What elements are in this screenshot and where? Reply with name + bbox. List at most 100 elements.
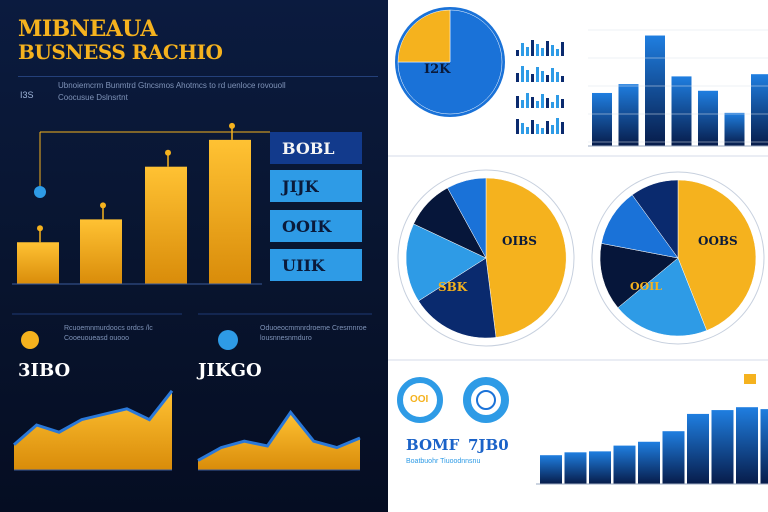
mini-bar [531, 74, 534, 82]
area-chart-left-fill [14, 390, 172, 470]
pie-3-slice [631, 179, 679, 259]
blue-bar [592, 92, 612, 146]
bottom-left-number: 3IBO [18, 360, 71, 381]
mini-bar [546, 75, 549, 82]
mini-bar [551, 68, 554, 82]
blue-bar-bottom [662, 431, 685, 484]
gold-marker [744, 374, 756, 384]
mini-bar [551, 125, 554, 134]
header-tag: I3S [20, 90, 34, 100]
mini-bar [531, 97, 534, 108]
area-chart-right-line [197, 409, 361, 462]
blue-bar [724, 112, 745, 146]
blue-bar-bottom [540, 455, 562, 484]
stat-box-1: BOBL [270, 132, 362, 164]
blue-bar-bottom [687, 413, 709, 484]
pie1-label: I2K [424, 62, 451, 77]
pie3-sublabel: OOIL [630, 280, 663, 293]
stat-box-4: UIIK [270, 249, 362, 281]
bottom-left-caption: Rcuoemnmurdoocs ordcs /lc Cooeuoueasd ou… [64, 325, 153, 342]
bottom-right-number: JIKGO [198, 360, 262, 381]
blue-bar [645, 35, 665, 146]
stat-box-2: JIJK [270, 170, 362, 202]
title-divider [18, 76, 378, 77]
pie-2-ring [397, 169, 575, 347]
pie-2-slice [418, 257, 497, 339]
donut-badge-1 [397, 377, 443, 423]
main-title-line-2: BUSNESS RACHIO [18, 40, 223, 64]
blue-bar-bottom [564, 452, 587, 484]
mini-bar [521, 66, 524, 82]
mini-bar [556, 95, 559, 108]
mini-bar [551, 102, 554, 108]
bar-pin-dot [165, 149, 171, 156]
gold-bar [209, 139, 251, 284]
mini-bar [541, 128, 544, 134]
stat-box-3: OOIK [270, 210, 362, 242]
mini-bar [556, 49, 559, 56]
header-subtext: Ubnoiemcrm Bunmtrd Gtncsmos Ahotmcs to r… [58, 81, 286, 102]
badge-label: OOI [410, 394, 429, 405]
area-chart-right-fill [198, 412, 360, 470]
mini-bar [516, 50, 519, 56]
gold-bar [17, 242, 59, 284]
pie-2-slice [405, 223, 487, 302]
mini-bar [536, 67, 539, 82]
pie-3-slice [599, 243, 679, 309]
area-chart-left-line [13, 389, 174, 446]
blue-bar [751, 74, 768, 146]
mini-bar [526, 93, 529, 108]
pie2-sublabel: SBK [438, 280, 468, 294]
donut-badge-2 [463, 377, 509, 423]
mini-bar [521, 100, 524, 108]
left-charts-canvas [12, 122, 372, 471]
light-panel: I2K OIBS SBK OOBS OOIL OOI BOMF 7JB0 Boa… [388, 0, 768, 512]
main-title-line-1: MIBNEAUA [18, 16, 157, 42]
pie-2-slice [447, 177, 487, 259]
mini-bar [546, 41, 549, 56]
blue-bar [698, 90, 718, 146]
right-charts-canvas [388, 7, 768, 485]
pie-1-slice [397, 9, 503, 115]
mini-bar [561, 76, 564, 82]
mini-bar [521, 123, 524, 134]
mini-bar [526, 70, 529, 82]
mini-bar [536, 101, 539, 108]
pie-3-slice [677, 179, 757, 331]
gold-bar [80, 219, 122, 284]
bottom-right-caption: Oduoeocmmnrdroeme Cresmnroe lousnnesnmdu… [260, 325, 367, 342]
dark-panel: MIBNEAUA BUSNESS RACHIO I3S Ubnoiemcrm B… [0, 0, 388, 512]
pie-1-slice [397, 9, 451, 63]
mini-bar [546, 98, 549, 108]
pie3-label: OOBS [698, 234, 738, 248]
mini-bar [536, 124, 539, 134]
pie-3-slice [617, 257, 708, 337]
mini-bar [561, 122, 564, 134]
blue-bar-bottom [711, 410, 734, 484]
right-legend-text: Boatbuohr Tiuoodnnsnu [406, 458, 481, 465]
blue-bar-bottom [638, 441, 660, 484]
mini-bar [531, 120, 534, 134]
mini-bar [541, 94, 544, 108]
mini-bar [546, 121, 549, 134]
blue-bar-bottom [736, 407, 758, 484]
mini-bar [516, 73, 519, 82]
pie-3-ring [591, 171, 765, 345]
mini-bar [561, 99, 564, 108]
mini-bar [541, 48, 544, 56]
pie-2-slice [485, 177, 567, 338]
mini-bar [551, 45, 554, 56]
mini-bar [556, 72, 559, 82]
gold-bar [145, 166, 187, 284]
mini-bar [516, 96, 519, 108]
mini-bar [536, 44, 539, 56]
bar-pin-dot [100, 202, 106, 209]
mini-bar [556, 118, 559, 134]
donut-badge-2-core [476, 390, 496, 410]
gold-coin-icon [21, 331, 39, 349]
right-number-2: 7JB0 [468, 436, 509, 454]
right-number-1: BOMF [406, 436, 460, 454]
mini-bar [541, 71, 544, 82]
blue-bar-bottom [760, 409, 768, 484]
bar-pin-dot [229, 122, 235, 129]
